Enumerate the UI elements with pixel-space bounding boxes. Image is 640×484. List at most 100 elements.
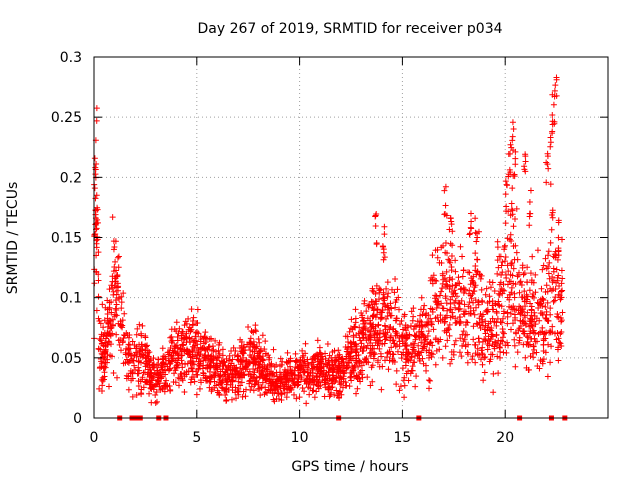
data-point xyxy=(171,370,178,377)
data-point xyxy=(235,357,242,364)
data-point xyxy=(399,334,406,341)
data-point xyxy=(489,279,496,286)
data-point xyxy=(519,264,526,271)
data-point xyxy=(554,330,561,337)
data-point xyxy=(548,343,555,350)
data-point xyxy=(396,338,403,345)
data-point xyxy=(476,321,483,328)
data-point xyxy=(194,319,201,326)
data-point xyxy=(218,384,225,391)
data-point xyxy=(247,339,254,346)
data-point xyxy=(125,359,132,366)
data-point xyxy=(381,297,388,304)
data-point xyxy=(343,348,350,355)
data-point xyxy=(196,363,203,370)
data-point xyxy=(187,360,194,367)
data-point xyxy=(110,268,117,275)
data-point xyxy=(472,215,479,222)
data-point xyxy=(511,294,518,301)
data-point xyxy=(193,355,200,362)
data-point xyxy=(432,336,439,343)
data-point xyxy=(525,367,532,374)
data-point xyxy=(378,386,385,393)
data-point xyxy=(449,282,456,289)
data-point xyxy=(500,330,507,337)
data-point xyxy=(299,347,306,354)
data-point xyxy=(527,315,534,322)
data-point xyxy=(212,337,219,344)
data-point xyxy=(271,383,278,390)
data-point xyxy=(256,339,263,346)
data-point xyxy=(491,319,498,326)
data-point xyxy=(543,311,550,318)
data-point xyxy=(547,329,554,336)
data-point xyxy=(144,342,151,349)
data-point xyxy=(369,285,376,292)
data-point xyxy=(262,338,269,345)
data-point xyxy=(200,335,207,342)
data-point xyxy=(374,306,381,313)
data-point xyxy=(473,230,480,237)
data-point xyxy=(287,385,294,392)
data-point xyxy=(488,324,495,331)
data-point xyxy=(482,291,489,298)
data-point xyxy=(250,366,257,373)
data-point xyxy=(472,250,479,257)
data-point xyxy=(396,306,403,313)
data-point xyxy=(468,218,475,225)
data-point xyxy=(329,372,336,379)
data-point xyxy=(488,333,495,340)
data-point xyxy=(402,353,409,360)
data-point xyxy=(202,339,209,346)
data-point xyxy=(516,289,523,296)
data-point xyxy=(536,317,543,324)
data-point xyxy=(452,257,459,264)
data-point xyxy=(216,373,223,380)
data-point xyxy=(352,315,359,322)
data-point xyxy=(513,249,520,256)
data-point xyxy=(558,342,565,349)
x-tick-label: 0 xyxy=(90,430,99,446)
data-point xyxy=(542,349,549,356)
data-point xyxy=(549,279,556,286)
data-point xyxy=(108,309,115,316)
data-point xyxy=(293,357,300,364)
data-point xyxy=(505,342,512,349)
data-point xyxy=(510,223,517,230)
data-point xyxy=(356,360,363,367)
data-point xyxy=(104,329,111,336)
data-point xyxy=(340,375,347,382)
data-point xyxy=(504,309,511,316)
data-point xyxy=(195,330,202,337)
data-point xyxy=(403,335,410,342)
data-point xyxy=(459,342,466,349)
data-point xyxy=(242,363,249,370)
data-point xyxy=(189,347,196,354)
data-point xyxy=(174,349,181,356)
data-point xyxy=(528,312,535,319)
data-point xyxy=(229,371,236,378)
data-point xyxy=(335,347,342,354)
data-point xyxy=(447,259,454,266)
data-point xyxy=(309,356,316,363)
data-point xyxy=(506,236,513,243)
data-point xyxy=(383,285,390,292)
data-point xyxy=(502,220,509,227)
data-point xyxy=(457,335,464,342)
data-point xyxy=(547,181,554,188)
data-point xyxy=(174,337,181,344)
data-point xyxy=(474,256,481,263)
data-point xyxy=(427,305,434,312)
data-point xyxy=(208,336,215,343)
data-point xyxy=(493,331,500,338)
data-point xyxy=(558,318,565,325)
data-point xyxy=(426,385,433,392)
data-point xyxy=(256,368,263,375)
data-point xyxy=(404,349,411,356)
data-point xyxy=(510,320,517,327)
data-point xyxy=(109,214,116,221)
data-point xyxy=(486,293,493,300)
data-point xyxy=(549,128,556,135)
data-point xyxy=(532,271,539,278)
data-point xyxy=(466,299,473,306)
